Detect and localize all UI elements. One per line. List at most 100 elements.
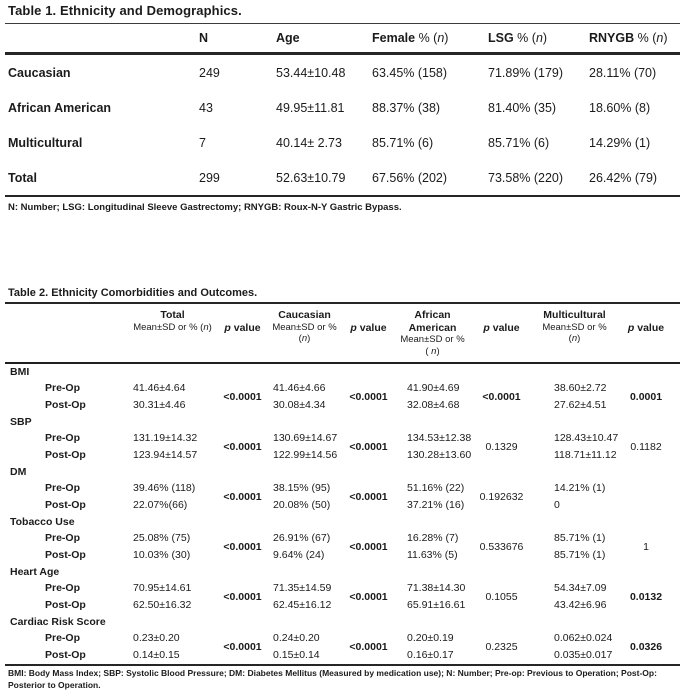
header-sub: Mean±SD or % (n) (133, 321, 212, 333)
cell-multicultural: 128.43±10.47 (554, 432, 619, 445)
header-label: Total (160, 309, 185, 321)
cell-caucasian: 9.64% (24) (273, 549, 325, 562)
table1-header-row: N Age Female % (n) LSG % (n) RNYGB % (n) (5, 23, 680, 55)
cell-multicultural: 14.21% (1) (554, 482, 606, 495)
section-label: DM (10, 465, 27, 478)
t2-header-empty (5, 303, 131, 364)
cell-total: 30.31±4.46 (133, 399, 186, 412)
section-row-bmi: BMI (5, 363, 680, 380)
cell-p-value: 0.2325 (485, 640, 518, 653)
cell-african-american: 134.53±12.38 (407, 432, 472, 445)
cell-african-american: 32.08±4.68 (407, 399, 460, 412)
table-row: Pre-Op 70.95±14.61 <0.0001 71.35±14.59 <… (5, 580, 680, 603)
section-row-heart-age: Heart Age (5, 564, 680, 580)
cell-multicultural: 27.62±4.51 (554, 399, 607, 412)
cell-rnygb: 26.42% (79) (589, 170, 658, 185)
row-label-pre-op: Pre-Op (45, 632, 81, 645)
row-label: Multicultural (8, 135, 83, 150)
t1-col-header-female: Female % (n) (371, 23, 484, 55)
cell-p-value: <0.0001 (223, 540, 262, 553)
section-row-sbp: SBP (5, 414, 680, 430)
t1-col-header-age: Age (275, 23, 371, 55)
cell-rnygb: 28.11% (70) (589, 65, 657, 80)
cell-p-value: <0.0001 (223, 390, 262, 403)
cell-lsg: 73.58% (220) (488, 170, 564, 185)
cell-n: 249 (199, 65, 220, 80)
row-label: Total (8, 170, 37, 185)
cell-multicultural: 0 (554, 499, 560, 512)
cell-total: 0.14±0.15 (133, 649, 180, 662)
cell-multicultural: 118.71±11.12 (554, 449, 617, 462)
cell-age: 53.44±10.48 (276, 65, 346, 80)
section-row-cardiac-risk-score: Cardiac Risk Score (5, 614, 680, 630)
table-row: Post-Op 0.14±0.15 0.15±0.14 0.16±0.17 0.… (5, 647, 680, 665)
cell-caucasian: 130.69±14.67 (273, 432, 338, 445)
cell-p-value: 0.0001 (629, 390, 663, 403)
header-sub: Mean±SD or % (n) (272, 321, 337, 345)
t1-col-header-lsg: LSG % (n) (484, 23, 585, 55)
table-row: Pre-Op 41.46±4.64 <0.0001 41.46±4.66 <0.… (5, 380, 680, 403)
section-row-tobacco-use: Tobacco Use (5, 514, 680, 530)
row-label-pre-op: Pre-Op (45, 532, 81, 545)
section-label: SBP (10, 415, 32, 428)
header-label: N (199, 31, 209, 45)
cell-p-value: <0.0001 (349, 540, 388, 553)
cell-multicultural: 0.062±0.024 (554, 632, 613, 645)
header-sub: Mean±SD or % (n) (542, 321, 607, 345)
table-row: Pre-Op 39.46% (118) <0.0001 38.15% (95) … (5, 480, 680, 503)
table1-title: Table 1. Ethnicity and Demographics. (8, 3, 242, 18)
cell-p-value: 0.1055 (485, 590, 518, 603)
row-label-pre-op: Pre-Op (45, 582, 81, 595)
cell-p-value: <0.0001 (349, 640, 388, 653)
t1-col-header-n: N (198, 23, 275, 55)
table-row: Caucasian 249 53.44±10.48 63.45% (158) 7… (5, 54, 680, 91)
cell-caucasian: 30.08±4.34 (273, 399, 326, 412)
cell-caucasian: 41.46±4.66 (273, 382, 326, 395)
cell-african-american: 0.20±0.19 (407, 632, 454, 645)
cell-age: 40.14± 2.73 (276, 135, 342, 150)
table2: Total Mean±SD or % (n) p value Caucasian… (5, 302, 680, 666)
table-row: Post-Op 22.07%(66) 20.08% (50) 37.21% (1… (5, 497, 680, 514)
cell-p-value: <0.0001 (349, 440, 388, 453)
table-row: Post-Op 62.50±16.32 62.45±16.12 65.91±16… (5, 597, 680, 614)
cell-caucasian: 62.45±16.12 (273, 599, 332, 612)
table-row: Post-Op 123.94±14.57 122.99±14.56 130.28… (5, 447, 680, 464)
row-label-post-op: Post-Op (45, 549, 86, 562)
cell-p-value: <0.0001 (349, 490, 388, 503)
cell-african-american: 65.91±16.61 (407, 599, 466, 612)
t2-col-header-multicultural: Multicultural Mean±SD or % (n) (537, 303, 612, 364)
cell-total: 0.23±0.20 (133, 632, 180, 645)
cell-caucasian: 71.35±14.59 (273, 582, 332, 595)
table-row: Total 299 52.63±10.79 67.56% (202) 73.58… (5, 160, 680, 196)
cell-multicultural: 85.71% (1) (554, 549, 606, 562)
cell-multicultural: 85.71% (1) (554, 532, 606, 545)
row-label-pre-op: Pre-Op (45, 482, 81, 495)
cell-african-american: 41.90±4.69 (407, 382, 460, 395)
cell-total: 123.94±14.57 (133, 449, 198, 462)
cell-multicultural: 0.035±0.017 (554, 649, 613, 662)
cell-rnygb: 18.60% (8) (589, 100, 651, 115)
table-row: Pre-Op 25.08% (75) <0.0001 26.91% (67) <… (5, 530, 680, 553)
section-row-dm: DM (5, 464, 680, 480)
cell-african-american: 16.28% (7) (407, 532, 459, 545)
table1-footnote: N: Number; LSG: Longitudinal Sleeve Gast… (8, 202, 402, 213)
section-label: BMI (10, 365, 30, 378)
cell-p-value: 0.0132 (629, 590, 663, 603)
row-label-post-op: Post-Op (45, 499, 86, 512)
cell-female: 88.37% (38) (372, 100, 441, 115)
table-row: Post-Op 30.31±4.46 30.08±4.34 32.08±4.68… (5, 397, 680, 414)
t2-col-header-total: Total Mean±SD or % (n) (131, 303, 214, 364)
header-label: Multicultural (543, 309, 606, 321)
cell-rnygb: 14.29% (1) (589, 135, 651, 150)
cell-p-value: <0.0001 (349, 390, 388, 403)
cell-total: 39.46% (118) (133, 482, 196, 495)
row-label-post-op: Post-Op (45, 599, 86, 612)
table-row: Post-Op 10.03% (30) 9.64% (24) 11.63% (5… (5, 547, 680, 564)
t1-header-empty (5, 23, 198, 55)
cell-female: 85.71% (6) (372, 135, 434, 150)
cell-african-american: 130.28±13.60 (407, 449, 472, 462)
t2-col-header-p-value-3: p value (466, 303, 537, 364)
cell-caucasian: 122.99±14.56 (273, 449, 338, 462)
cell-p-value: 0.533676 (479, 540, 524, 553)
